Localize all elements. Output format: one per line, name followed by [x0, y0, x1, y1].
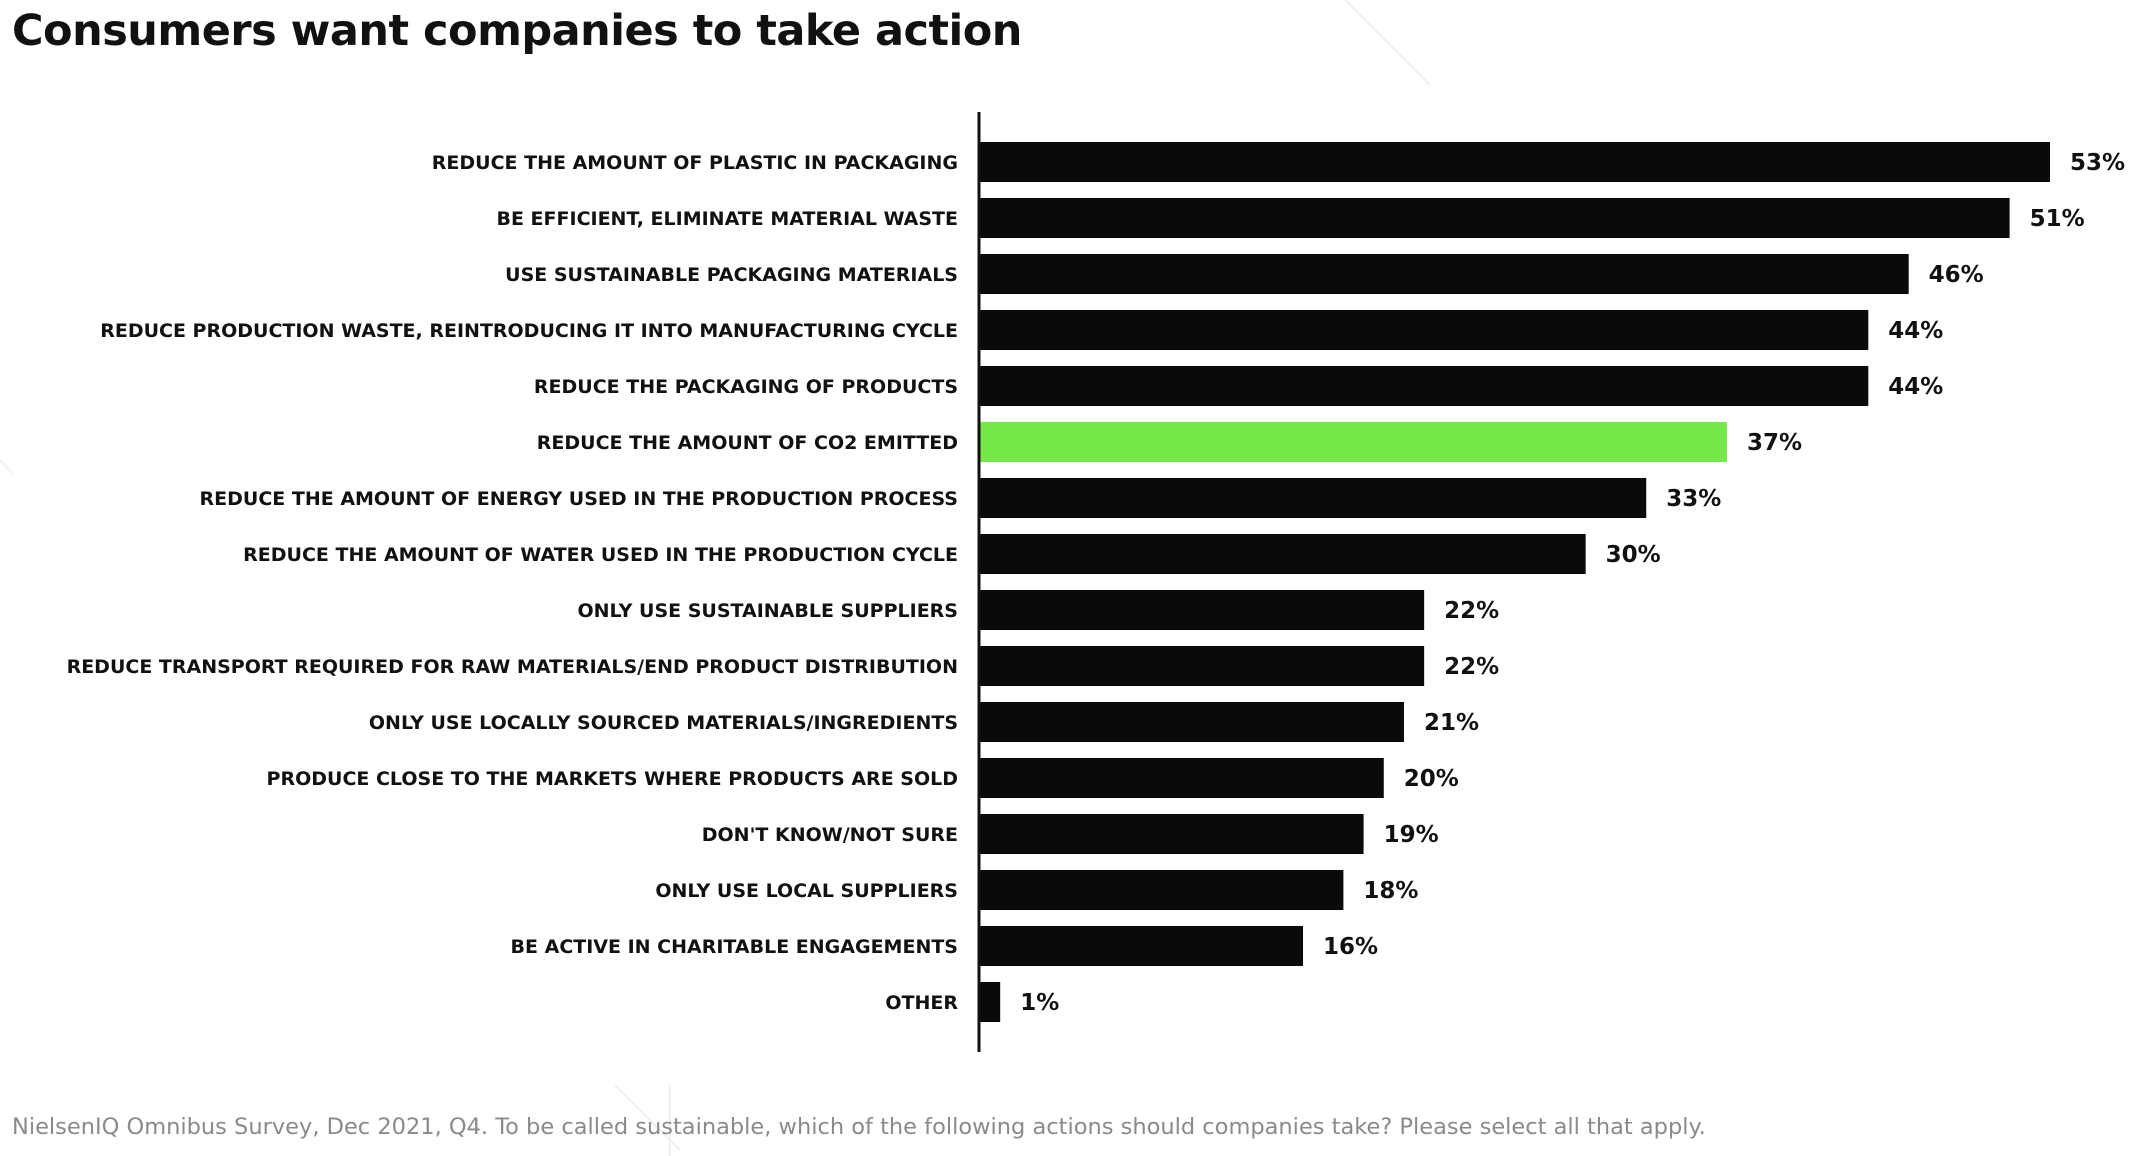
category-label-8: REDUCE THE AMOUNT OF WATER USED IN THE P… [243, 544, 958, 566]
source-footnote: NielsenIQ Omnibus Survey, Dec 2021, Q4. … [12, 1114, 1706, 1140]
value-label-12: 20% [1404, 766, 1459, 792]
value-label-8: 30% [1606, 542, 1661, 568]
category-label-6: REDUCE THE AMOUNT OF CO2 EMITTED [537, 432, 958, 454]
category-label-3: USE SUSTAINABLE PACKAGING MATERIALS [505, 264, 958, 286]
bar-6 [980, 422, 1727, 462]
category-label-4: REDUCE PRODUCTION WASTE, REINTRODUCING I… [100, 320, 958, 342]
background-watermark [0, 0, 1431, 1156]
value-label-5: 44% [1888, 374, 1943, 400]
bar-1 [980, 142, 2050, 182]
bar-2 [980, 198, 2010, 238]
value-label-6: 37% [1747, 430, 1802, 456]
bar-7 [980, 478, 1647, 518]
bar-13 [980, 814, 1364, 854]
category-label-11: ONLY USE LOCALLY SOURCED MATERIALS/INGRE… [369, 712, 958, 734]
value-label-15: 16% [1323, 934, 1378, 960]
category-label-12: PRODUCE CLOSE TO THE MARKETS WHERE PRODU… [267, 768, 958, 790]
value-label-2: 51% [2030, 206, 2085, 232]
value-label-9: 22% [1444, 598, 1499, 624]
category-label-14: ONLY USE LOCAL SUPPLIERS [655, 880, 958, 902]
bar-14 [980, 870, 1344, 910]
bar-11 [980, 702, 1404, 742]
category-label-7: REDUCE THE AMOUNT OF ENERGY USED IN THE … [200, 488, 958, 510]
value-label-16: 1% [1020, 990, 1059, 1016]
category-label-15: BE ACTIVE IN CHARITABLE ENGAGEMENTS [511, 936, 958, 958]
value-label-4: 44% [1888, 318, 1943, 344]
bar-9 [980, 590, 1425, 630]
bar-4 [980, 310, 1869, 350]
category-label-1: REDUCE THE AMOUNT OF PLASTIC IN PACKAGIN… [432, 152, 958, 174]
bar-10 [980, 646, 1425, 686]
value-label-3: 46% [1929, 262, 1984, 288]
category-label-16: OTHER [885, 992, 958, 1014]
value-label-10: 22% [1444, 654, 1499, 680]
value-label-1: 53% [2070, 150, 2125, 176]
value-label-14: 18% [1363, 878, 1418, 904]
bar-15 [980, 926, 1304, 966]
value-label-13: 19% [1384, 822, 1439, 848]
bar-5 [980, 366, 1869, 406]
category-label-5: REDUCE THE PACKAGING OF PRODUCTS [534, 376, 958, 398]
chart-title: Consumers want companies to take action [12, 6, 1022, 56]
bar-3 [980, 254, 1909, 294]
bar-16 [980, 982, 1001, 1022]
category-label-13: DON'T KNOW/NOT SURE [702, 824, 958, 846]
value-label-7: 33% [1666, 486, 1721, 512]
bar-8 [980, 534, 1586, 574]
value-label-11: 21% [1424, 710, 1479, 736]
category-label-9: ONLY USE SUSTAINABLE SUPPLIERS [577, 600, 958, 622]
bar-12 [980, 758, 1384, 798]
category-label-10: REDUCE TRANSPORT REQUIRED FOR RAW MATERI… [67, 656, 958, 678]
category-label-2: BE EFFICIENT, ELIMINATE MATERIAL WASTE [496, 208, 958, 230]
